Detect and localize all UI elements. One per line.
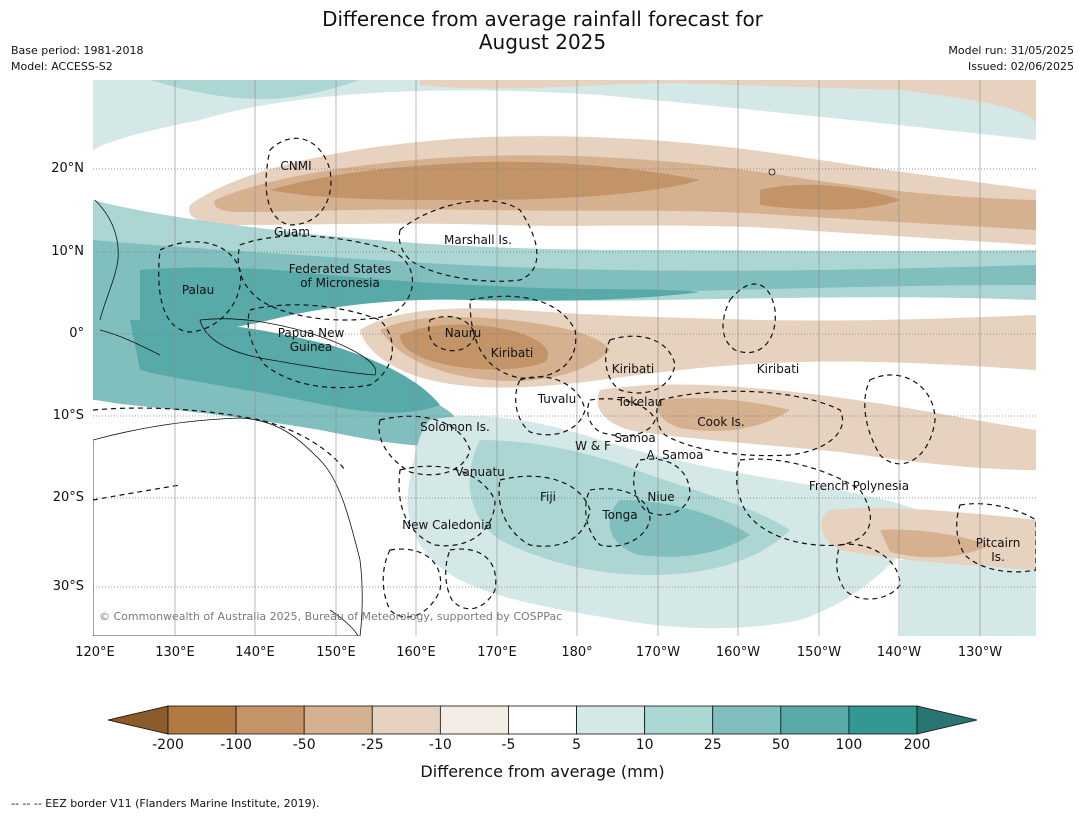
lon-label-120e: 120°E	[75, 645, 115, 660]
place-tokelau: Tokelau	[617, 395, 663, 409]
colorbar-tick-label: 10	[635, 737, 654, 753]
title-line-2: August 2025	[478, 30, 607, 54]
lon-label-140w: 140°W	[876, 645, 922, 660]
place-tonga: Tonga	[602, 508, 638, 522]
place-fsm: Federated States of Micronesia	[289, 262, 391, 290]
lat-label-0: 0°	[69, 326, 84, 341]
lon-label-140e: 140°E	[235, 645, 275, 660]
lat-label-30s: 30°S	[52, 579, 84, 594]
colorbar-swatch	[167, 705, 237, 735]
colorbar-swatch	[712, 705, 782, 735]
model-run: Model run: 31/05/2025	[948, 44, 1074, 57]
lon-label-160w: 160°W	[715, 645, 761, 660]
place-png: Papua New Guinea	[278, 326, 345, 354]
place-cnmi: CNMI	[280, 159, 312, 173]
lon-label-150e: 150°E	[316, 645, 356, 660]
map-title: Difference from average rainfall forecas…	[0, 8, 1085, 54]
place-french-polynesia: French Polynesia	[808, 479, 910, 493]
place-png-line1: Papua New	[277, 326, 345, 340]
place-fsm-line2: of Micronesia	[300, 276, 380, 290]
place-png-line2: Guinea	[289, 340, 333, 354]
title-line-1: Difference from average rainfall forecas…	[322, 7, 763, 31]
colorbar-swatch	[235, 705, 305, 735]
place-fsm-line1: Federated States	[288, 262, 392, 276]
lon-label-160e: 160°E	[396, 645, 436, 660]
place-samoa: Samoa	[614, 431, 656, 445]
place-guam: Guam	[274, 225, 310, 239]
place-american-samoa: A. Samoa	[646, 448, 704, 462]
place-marshall-islands: Marshall Is.	[444, 233, 512, 247]
colorbar-tick-label: 50	[771, 737, 790, 753]
place-kiribati-west: Kiribati	[490, 346, 534, 360]
colorbar-tick-label: -10	[428, 737, 452, 753]
meta-right: Model run: 31/05/2025 Issued: 02/06/2025	[948, 43, 1074, 75]
map-field	[93, 80, 1036, 636]
meta-left: Base period: 1981-2018 Model: ACCESS-S2	[11, 43, 143, 75]
colorbar-swatch	[303, 705, 373, 735]
place-pitcairn-line2: Is.	[991, 550, 1005, 564]
lat-label-10s: 10°S	[52, 408, 84, 423]
place-pitcairn: Pitcairn Is.	[976, 536, 1021, 564]
colorbar-swatch	[644, 705, 714, 735]
place-nauru: Nauru	[444, 326, 482, 340]
lon-label-170w: 170°W	[635, 645, 681, 660]
place-wallis-futuna: W & F	[575, 439, 611, 453]
issued-date: Issued: 02/06/2025	[967, 60, 1074, 73]
colorbar-tick-label: 100	[835, 737, 863, 753]
place-palau: Palau	[181, 283, 215, 297]
colorbar-tick-label: 200	[903, 737, 931, 753]
place-pitcairn-line1: Pitcairn	[975, 536, 1021, 550]
place-solomon-islands: Solomon Is.	[420, 420, 490, 434]
colorbar-title: Difference from average (mm)	[420, 762, 665, 781]
place-new-caledonia: New Caledonia	[402, 518, 492, 532]
lon-label-130e: 130°E	[155, 645, 195, 660]
lat-label-10n: 10°N	[51, 244, 84, 259]
graticule	[174, 80, 981, 636]
colorbar-tick-label: -5	[501, 737, 516, 753]
lon-label-130w: 130°W	[957, 645, 1003, 660]
colorbar-swatch	[371, 705, 441, 735]
colorbar-swatch	[439, 705, 509, 735]
lat-label-20n: 20°N	[51, 161, 84, 176]
place-vanuatu: Vanuatu	[455, 465, 505, 479]
base-period: Base period: 1981-2018	[11, 44, 144, 57]
eez-footnote: -- -- -- EEZ border V11 (Flanders Marine…	[11, 797, 320, 810]
place-kiribati-central: Kiribati	[611, 362, 655, 376]
lon-label-180: 180°	[561, 645, 593, 660]
colorbar-swatch	[508, 705, 577, 735]
place-niue: Niue	[647, 490, 675, 504]
copyright-notice: © Commonwealth of Australia 2025, Bureau…	[99, 610, 563, 623]
eez-borders	[93, 137, 1036, 618]
colorbar-extend-low	[107, 705, 169, 735]
colorbar-swatch	[848, 705, 918, 735]
colorbar-tick-label: -100	[220, 737, 252, 753]
colorbar-swatch	[576, 705, 646, 735]
colorbar-swatch	[780, 705, 850, 735]
place-kiribati-east: Kiribati	[756, 362, 800, 376]
lon-label-170e: 170°E	[477, 645, 517, 660]
lat-label-20s: 20°S	[52, 490, 84, 505]
model-name: Model: ACCESS-S2	[11, 60, 113, 73]
place-tuvalu: Tuvalu	[537, 392, 577, 406]
lon-label-150w: 150°W	[796, 645, 842, 660]
place-fiji: Fiji	[539, 490, 557, 504]
colorbar-tick-label: 5	[572, 737, 581, 753]
place-cook-islands: Cook Is.	[697, 415, 745, 429]
colorbar-extend-high	[916, 705, 978, 735]
colorbar-tick-label: 25	[703, 737, 722, 753]
colorbar-tick-label: -200	[152, 737, 184, 753]
colorbar-tick-label: -50	[292, 737, 316, 753]
colorbar-tick-label: -25	[360, 737, 384, 753]
